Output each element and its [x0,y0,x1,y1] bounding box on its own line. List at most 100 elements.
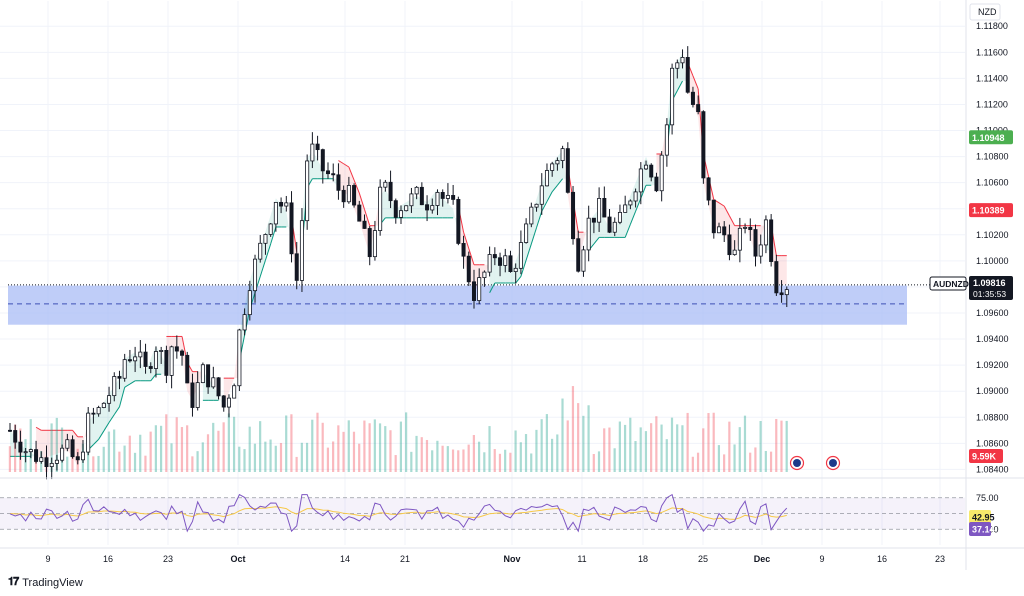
candle-body [268,223,273,235]
event-flag-icon [793,459,801,467]
price-tick-label: 1.10600 [976,178,1009,188]
band-line [546,191,553,202]
candle-body [717,226,722,234]
candle-body [65,439,70,449]
candle-body [461,243,466,257]
price-tick-label: 1.09200 [976,360,1009,370]
candle-body [477,277,482,301]
candle-body [216,377,221,397]
volume-bar [285,415,288,472]
candle-body [544,170,549,187]
candle-body [685,57,690,93]
time-tick-label: 9 [45,554,50,564]
time-tick-label: 21 [400,554,410,564]
candle-body [164,350,169,376]
volume-bar [29,419,32,472]
candle-body [310,143,315,162]
band-line [629,211,637,225]
volume-bar [488,426,491,472]
volume-bar [759,421,762,472]
candle-body [471,281,476,301]
event-markers[interactable] [789,455,841,471]
candle-body [774,261,779,294]
last-price-label: 1.09816 [973,278,1006,288]
volume-bar [780,420,783,472]
candle-body [112,376,117,397]
volume-bar [269,439,272,472]
candle-body [174,346,179,352]
price-labels: 1.10948 1.10389 9.59K AUDNZD 1.0981601:35:53… [929,130,1013,536]
volume-bar [50,423,53,472]
volume-bar [670,417,674,472]
volume-bar [733,444,736,472]
band-fill [385,189,391,218]
candle-body [690,91,695,105]
volume-bar [243,449,246,472]
volume-bar [405,412,408,472]
volume-bar [587,405,590,472]
band-fill [781,255,787,285]
candle-body [487,254,492,273]
volume-bar [655,416,658,472]
candle-body [404,205,409,212]
candle-body [96,407,101,415]
volume-bar [441,445,444,472]
candle-body [80,451,85,461]
candle-body [49,462,54,468]
volume-bar [566,420,569,472]
candle-body [211,377,216,388]
band-line [259,260,266,277]
band-line [536,211,543,228]
price-tick-label: 1.08400 [976,464,1009,474]
volume-bar [707,413,710,472]
candle-body [680,57,685,64]
candle-body [107,395,112,404]
volume-bar [550,438,554,472]
volume-bar [436,440,439,472]
band-line [515,276,522,284]
band-fill [140,361,146,381]
band-line [338,160,344,165]
volume-bar [545,414,548,472]
green-price-label: 1.10948 [972,133,1005,143]
volume-bar [133,452,137,472]
band-line [98,430,105,440]
candle-body [628,200,633,206]
volume-bar [92,456,95,472]
candle-body [258,242,263,260]
volume-bar [785,420,788,472]
candle-body [617,211,622,223]
candle-body [247,290,252,316]
volume-bar [311,419,314,472]
candle-body [482,271,487,279]
candle-body [440,192,445,199]
band-line [635,198,642,212]
tradingview-watermark[interactable]: 𝟏𝟕 TradingView [8,576,83,589]
volume-bar [509,452,512,472]
volume-bar [180,427,184,472]
candle-body [180,350,185,356]
volume-bar [457,450,460,472]
time-axis[interactable]: 9 16 23 Oct 14 21 Nov 11 18 25 Dec 9 16 23 [0,547,1024,564]
volume-bar [384,426,387,472]
candle-body [638,168,643,193]
volume-bar [431,450,434,472]
volume-bar [410,451,413,472]
price-tick-label: 1.11400 [976,73,1008,83]
candle-body [232,385,237,399]
candle-body [13,430,18,443]
price-tick-label: 1.11200 [976,99,1008,109]
band-fill [656,153,662,183]
candle-body [763,219,768,246]
candle-body [565,148,570,193]
volume-bar [691,456,694,472]
rsi-line [9,493,788,533]
volume-bar [71,456,74,472]
volume-bar [212,422,215,472]
candle-body [86,412,91,453]
event-flag-icon [829,459,837,467]
band-line [353,179,360,194]
symbol-tag-bg [929,276,967,291]
volume-bar [556,434,559,472]
